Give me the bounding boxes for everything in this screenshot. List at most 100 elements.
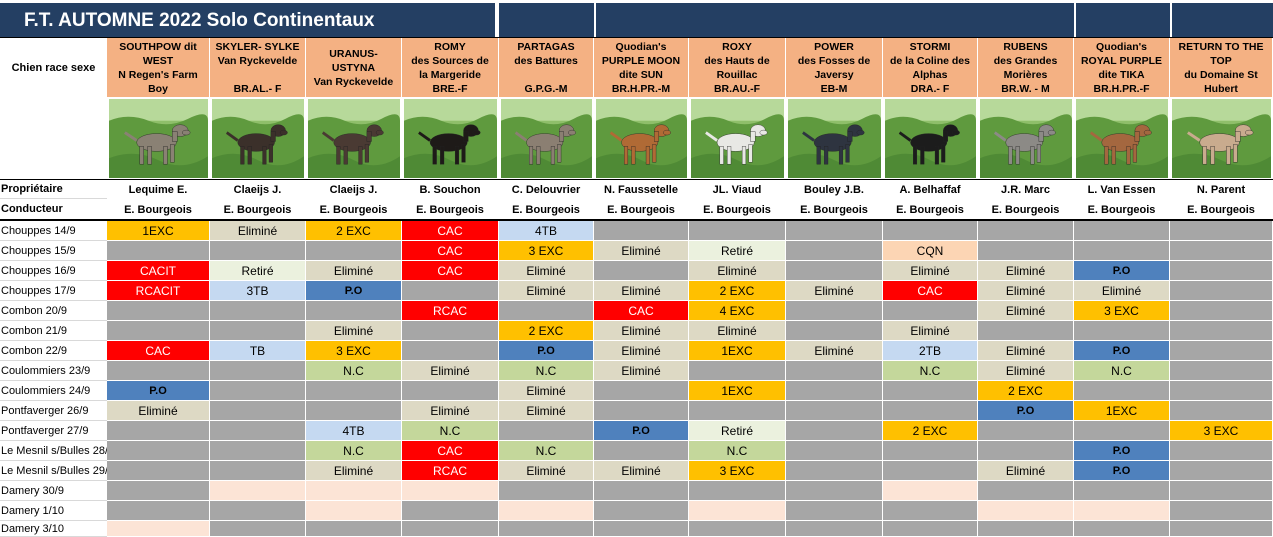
trial-label: Chouppes 16/9 (0, 261, 107, 281)
empty-cell (306, 501, 402, 521)
result-cell: Eliminé (786, 281, 883, 301)
dog-photo-1 (107, 97, 210, 180)
empty-cell (786, 501, 883, 521)
dog-photo-image (596, 99, 687, 178)
handler-7: E. Bourgeois (689, 199, 786, 220)
result-cell: P.O (306, 281, 402, 301)
empty-cell (1170, 321, 1273, 341)
dog-header-line: Rouillac (716, 68, 758, 81)
empty-cell (210, 301, 306, 321)
result-cell: CAC (402, 221, 499, 241)
result-cell: 4 EXC (689, 301, 786, 321)
dog-header-line: Quodian's (615, 40, 667, 53)
result-cell: Eliminé (402, 361, 499, 381)
empty-cell (1170, 261, 1273, 281)
result-cell: 1EXC (107, 221, 210, 241)
empty-cell (107, 461, 210, 481)
empty-cell (107, 441, 210, 461)
dog-header-line: Boy (148, 82, 168, 95)
dog-header-4: ROMY des Sources de la Margeride BRE.-F (402, 38, 499, 97)
dog-header-line: des Hauts de (704, 54, 770, 67)
empty-cell (1170, 301, 1273, 321)
result-cell: Eliminé (883, 261, 978, 281)
empty-cell (883, 381, 978, 401)
dog-header-line: WEST (142, 54, 174, 67)
dog-header-line: SOUTHPOW dit (119, 40, 197, 53)
dog-header-line: PURPLE MOON (601, 54, 681, 67)
dog-header-line: Quodian's (1096, 40, 1147, 53)
result-cell: Eliminé (1074, 281, 1170, 301)
trial-label: Damery 30/9 (0, 481, 107, 501)
empty-cell (978, 221, 1074, 241)
divider (0, 37, 1273, 38)
dog-header-line: des Sources de (411, 54, 489, 67)
empty-cell (210, 381, 306, 401)
result-cell: Eliminé (306, 261, 402, 281)
empty-cell (1170, 481, 1273, 501)
dog-header-line: des Battures (514, 54, 578, 67)
owner-5: C. Delouvrier (499, 180, 594, 199)
empty-cell (786, 441, 883, 461)
result-cell: CQN (883, 241, 978, 261)
empty-cell (499, 301, 594, 321)
dog-header-line: TOP (1210, 54, 1232, 67)
result-cell: CAC (594, 301, 689, 321)
trial-label: Chouppes 15/9 (0, 241, 107, 261)
photo-label-blank (0, 97, 107, 180)
empty-cell (499, 421, 594, 441)
result-cell: 2TB (883, 341, 978, 361)
empty-cell (1170, 441, 1273, 461)
empty-cell (1074, 321, 1170, 341)
empty-cell (210, 401, 306, 421)
dog-header-6: Quodian's PURPLE MOON dite SUN BR.H.PR.-M (594, 38, 689, 97)
dog-photo-7 (689, 97, 786, 180)
result-cell: CAC (402, 261, 499, 281)
empty-cell (978, 441, 1074, 461)
result-cell: Eliminé (978, 341, 1074, 361)
trial-label: Coulommiers 24/9 (0, 381, 107, 401)
dog-header-2: SKYLER- SYLKE Van Ryckevelde BR.AL.- F (210, 38, 306, 97)
empty-cell (1074, 221, 1170, 241)
empty-cell (883, 501, 978, 521)
dog-header-line: URANUS- (329, 47, 378, 60)
dog-photo-image (404, 99, 497, 178)
result-cell: Eliminé (499, 281, 594, 301)
dog-header-1: SOUTHPOW dit WEST N Regen's Farm Boy (107, 38, 210, 97)
empty-cell (786, 461, 883, 481)
empty-cell (978, 321, 1074, 341)
dog-photo-image (788, 99, 881, 178)
owner-2: Claeijs J. (210, 180, 306, 199)
empty-cell (1074, 241, 1170, 261)
empty-cell (107, 481, 210, 501)
dog-header-line: PARTAGAS (517, 40, 575, 53)
empty-cell (786, 321, 883, 341)
empty-cell (402, 501, 499, 521)
dog-header-line: Javersy (814, 68, 854, 81)
empty-cell (883, 461, 978, 481)
result-cell: RCAC (402, 461, 499, 481)
empty-cell (210, 321, 306, 341)
result-cell: 3 EXC (1074, 301, 1170, 321)
dog-header-line: de la Coline des (890, 54, 970, 67)
empty-cell (786, 361, 883, 381)
empty-cell (402, 321, 499, 341)
result-cell: RCAC (402, 301, 499, 321)
owner-3: Claeijs J. (306, 180, 402, 199)
dog-photo-5 (499, 97, 594, 180)
owner-4: B. Souchon (402, 180, 499, 199)
owner-12: N. Parent (1170, 180, 1273, 199)
empty-cell (210, 361, 306, 381)
dog-photo-image (1172, 99, 1271, 178)
empty-cell (594, 441, 689, 461)
empty-cell (107, 361, 210, 381)
dog-header-line: Morières (1003, 68, 1048, 81)
result-cell: 2 EXC (499, 321, 594, 341)
result-cell: Eliminé (978, 361, 1074, 381)
result-cell: 2 EXC (306, 221, 402, 241)
empty-cell (210, 521, 306, 537)
dog-photo-8 (786, 97, 883, 180)
empty-cell (883, 301, 978, 321)
dog-header-line: du Domaine St (1184, 68, 1258, 81)
empty-cell (689, 361, 786, 381)
dog-header-line: BR.AU.-F (713, 82, 761, 95)
